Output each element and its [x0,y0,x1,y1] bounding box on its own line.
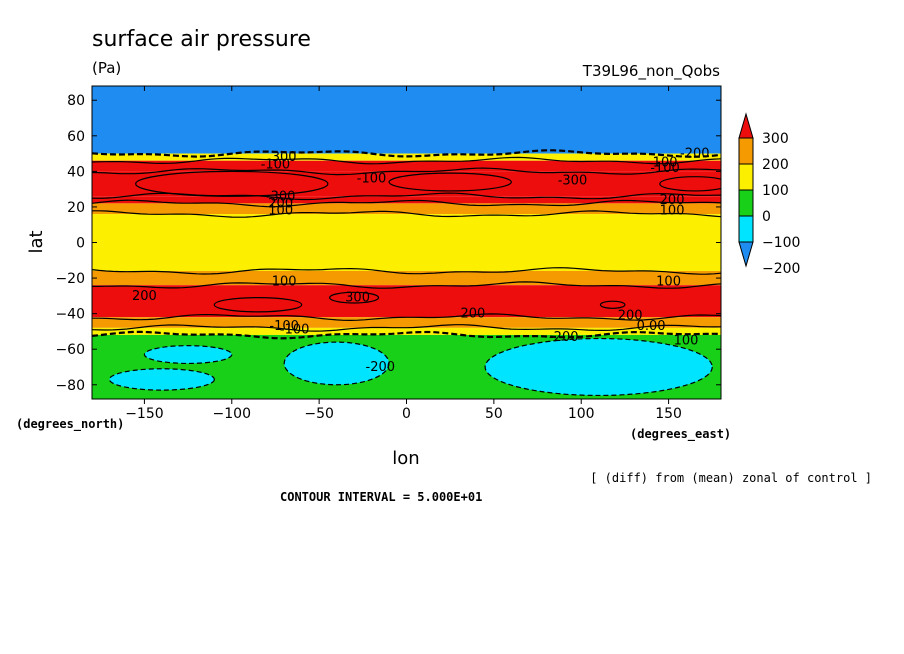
field-band [92,270,721,286]
contour-label: 200 [618,308,643,323]
field-anomaly [599,300,626,309]
x-axis: −150 −100 −50 0 50 100 150 [125,86,682,422]
field-anomaly [388,172,512,192]
field-anomaly [213,297,303,313]
y-tick-label: 40 [67,164,85,180]
y-tick-label: −80 [55,378,85,394]
field-anomaly [283,341,390,386]
colorbar: 300 200 100 0 −100 −200 [738,112,800,277]
field-anomaly [108,368,215,391]
x-tick-label: −150 [125,406,163,422]
contour-label: -200 [549,330,579,345]
contour-label: -300 [558,173,588,188]
contour-line [92,313,721,322]
y-tick-label: 60 [67,129,85,145]
contour-label: 300 [345,291,370,306]
contour-label: -100 [280,323,310,338]
contour-label: -200 [680,147,710,162]
colorbar-segment [738,163,754,191]
experiment-label: T39L96_non_Qobs [582,62,720,81]
contour-lines [92,149,721,340]
field-band [92,160,721,172]
contour-line [92,156,721,165]
chart-units: (Pa) [92,59,121,77]
contour-label: 100 [272,275,297,290]
colorbar-label: 100 [762,183,789,199]
contour-line [92,167,721,176]
field-band [92,196,721,204]
contour-line [92,330,721,340]
y-tick-label: 20 [67,200,85,216]
x-tick-label: 150 [655,406,682,422]
contour-label: -100 [357,171,387,186]
x-tick-label: −50 [304,406,334,422]
x-axis-title: lon [392,448,419,469]
colorbar-segment [738,189,754,217]
chart-title: surface air pressure [92,27,311,52]
contour-label: 200 [268,196,293,211]
colorbar-segment [738,137,754,165]
field-anomaly [484,337,713,397]
field-anomaly [329,291,380,304]
field-band [92,317,721,328]
y-axis-units: (degrees_north) [16,417,124,432]
x-tick-label: −100 [213,406,251,422]
colorbar-label: 0 [762,209,771,225]
y-axis-title: lat [26,230,47,253]
contour-line [92,149,721,158]
contour-label: 200 [460,307,485,322]
field-anomalies [108,170,721,397]
contour-line [92,192,721,201]
colorbar-segment [738,215,754,243]
colorbar-label: −100 [762,235,800,251]
x-tick-label: 100 [568,406,595,422]
contour-interval: CONTOUR INTERVAL = 5.000E+01 [280,490,482,504]
colorbar-label: −200 [762,261,800,277]
contour-label: 200 [132,289,157,304]
contour-label: -300 [266,189,296,204]
contour-line [92,281,721,289]
x-tick-label: 50 [485,406,503,422]
contour-label: 100 [653,155,678,170]
contour-label: -200 [366,360,396,375]
contour-line [92,267,721,275]
colorbar-label: 200 [762,157,789,173]
contour-label: 0.00 [637,319,666,334]
contour-labels: 300-100-100 -300-200100-100-3002001002001… [132,147,710,375]
contour-line [92,199,721,208]
colorbar-min-arrow [738,241,754,268]
contour-label: 300 [272,150,297,165]
contour-label: 100 [660,203,685,218]
field-anomaly [135,170,329,197]
contour-label: -100 [650,161,680,176]
contour-line [92,210,721,218]
contour-label: 200 [660,193,685,208]
contour-label: -100 [269,319,299,334]
field-band [92,214,721,271]
y-tick-label: −60 [55,342,85,358]
contour-label: -100 [261,157,291,172]
y-tick-label: 80 [67,93,85,109]
comparison-note: [ (diff) from (mean) zonal of control ] [590,471,872,485]
x-axis-units: (degrees_east) [630,427,731,442]
x-tick-label: 0 [402,406,411,422]
colorbar-max-arrow [738,112,754,139]
y-tick-label: −40 [55,307,85,323]
y-tick-label: 0 [76,236,85,252]
field-band [92,86,721,154]
field-band [92,327,721,335]
colorbar-label: 300 [762,131,789,147]
field-band [92,203,721,215]
contour-label: 100 [656,275,681,290]
field-anomaly [659,176,721,192]
y-tick-label: −20 [55,271,85,287]
contour-label: 100 [268,203,293,218]
contour-label: 100 [674,333,699,348]
field-anomaly [143,345,233,365]
contour-line [92,324,721,332]
